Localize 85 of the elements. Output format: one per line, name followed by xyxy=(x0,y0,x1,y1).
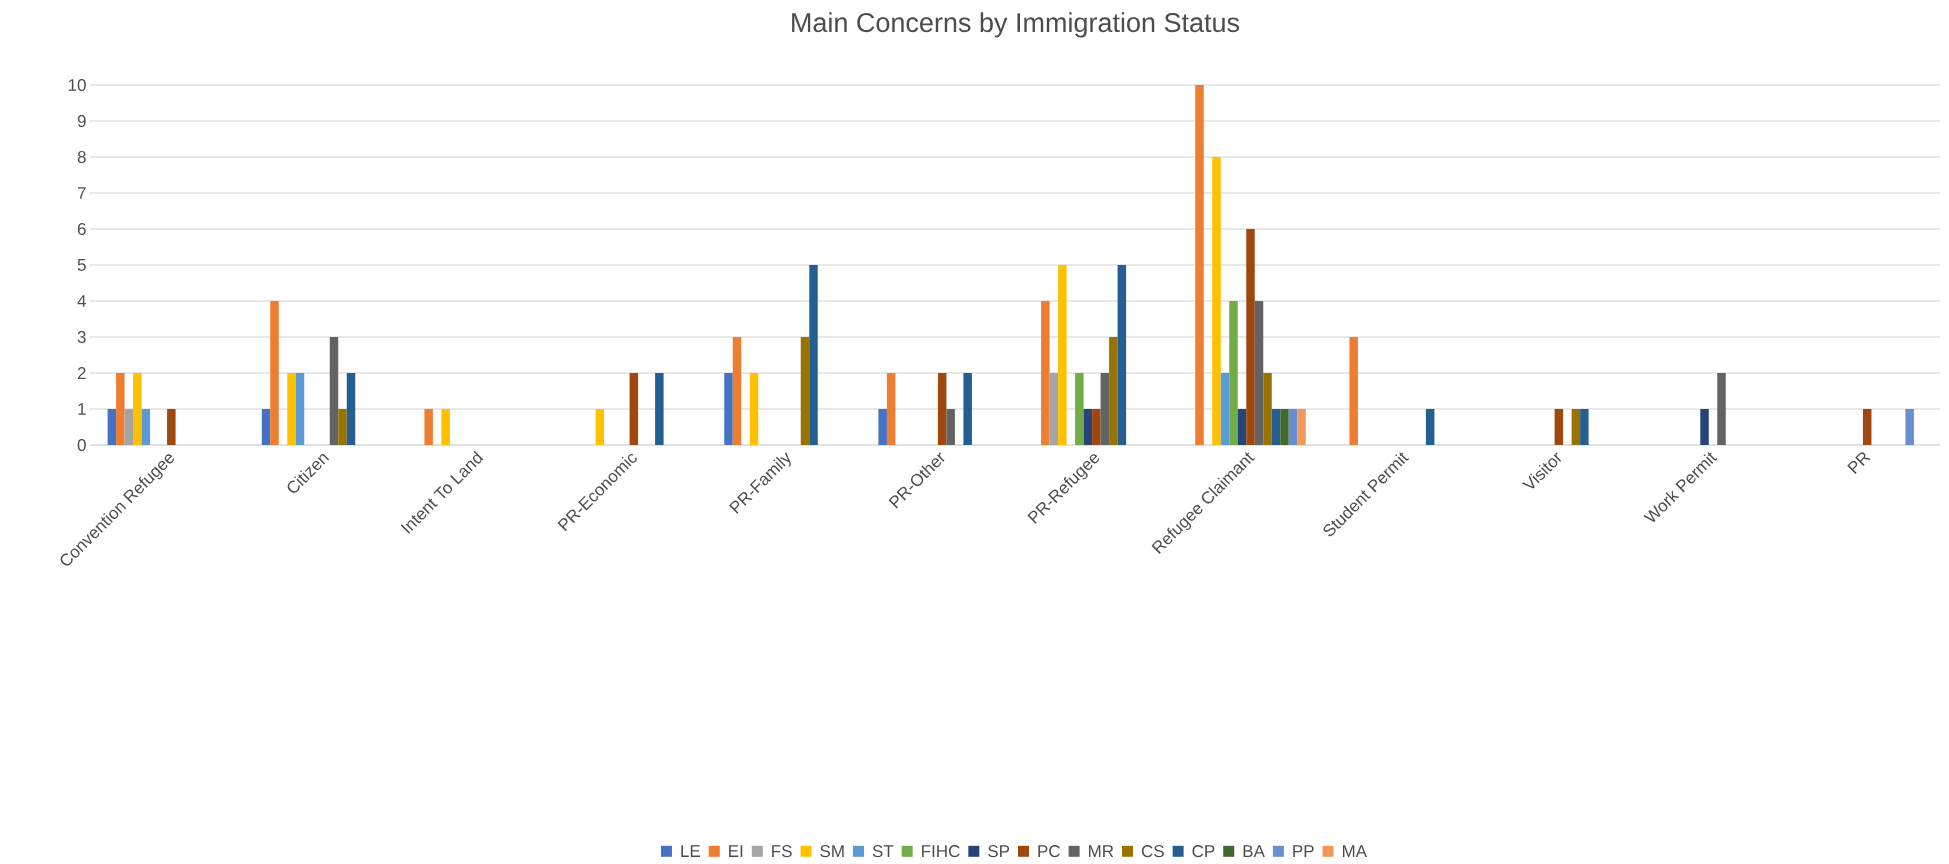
bar xyxy=(1195,85,1204,445)
bar xyxy=(724,373,733,445)
bar xyxy=(338,409,347,445)
bar xyxy=(1212,157,1221,445)
bar xyxy=(1862,409,1872,445)
legend-label: BA xyxy=(1243,845,1265,857)
bar xyxy=(1700,409,1709,445)
y-tick-label: 4 xyxy=(77,295,86,307)
y-tick-label: 8 xyxy=(77,150,86,164)
y-tick-label: 10 xyxy=(68,78,86,92)
bar xyxy=(424,409,433,445)
bar xyxy=(749,373,759,445)
bar xyxy=(963,373,972,445)
legend-label: SM xyxy=(820,845,844,858)
bar xyxy=(1117,265,1127,445)
legend-label: FIHC xyxy=(922,845,960,858)
legend-label: EI xyxy=(729,845,743,857)
bar xyxy=(1297,409,1306,445)
bar xyxy=(1100,373,1110,445)
bar xyxy=(1220,373,1230,445)
bar xyxy=(1263,373,1272,445)
bar xyxy=(1280,409,1289,445)
bar xyxy=(732,337,742,445)
y-tick-label: 3 xyxy=(77,330,86,344)
bar xyxy=(1905,409,1914,445)
y-tick-label: 6 xyxy=(77,222,86,236)
bar xyxy=(1271,409,1281,445)
legend-label: MR xyxy=(1088,845,1114,857)
bar xyxy=(295,373,305,445)
y-tick-label: 2 xyxy=(77,367,86,379)
bar xyxy=(1554,409,1564,445)
bar xyxy=(1254,301,1264,445)
legend-label: CP xyxy=(1192,845,1215,858)
bar xyxy=(287,373,296,445)
legend-label: LE xyxy=(681,845,701,857)
legend-label: PC xyxy=(1038,845,1060,858)
bar xyxy=(809,265,818,445)
bar xyxy=(116,373,125,445)
bar xyxy=(1229,301,1238,445)
bar xyxy=(346,373,356,445)
legend-label: ST xyxy=(872,845,894,858)
bar xyxy=(107,409,117,445)
legend-label: CS xyxy=(1141,845,1164,858)
bar xyxy=(1425,409,1435,445)
bar xyxy=(1083,409,1093,445)
bar xyxy=(1237,409,1247,445)
bar xyxy=(1058,265,1067,445)
y-tick-label: 7 xyxy=(77,187,86,199)
bar xyxy=(1571,409,1581,445)
bar xyxy=(1041,301,1050,445)
bar xyxy=(1246,229,1255,445)
bar xyxy=(1288,409,1298,445)
y-tick-label: 1 xyxy=(78,403,86,415)
bar xyxy=(629,373,639,445)
bar xyxy=(878,409,887,445)
bar xyxy=(1349,337,1358,445)
y-tick-label: 9 xyxy=(77,114,86,128)
bar xyxy=(1049,373,1059,445)
bar xyxy=(270,301,279,445)
bar xyxy=(595,409,605,445)
bar xyxy=(167,409,176,445)
bar xyxy=(800,337,810,445)
bar xyxy=(1092,409,1101,445)
bar xyxy=(946,409,955,445)
chart-title: Main Concerns by Immigration Status xyxy=(792,12,1240,38)
bar xyxy=(1075,373,1084,445)
y-tick-label: 0 xyxy=(77,438,86,452)
legend-label: MA xyxy=(1342,845,1368,857)
bar xyxy=(937,373,947,445)
bar xyxy=(886,373,896,445)
legend-label: PP xyxy=(1293,845,1314,857)
legend-label: SP xyxy=(988,845,1010,858)
bar xyxy=(1109,337,1118,445)
bar xyxy=(329,337,339,445)
x-tick-label: PR xyxy=(1847,452,1871,474)
bar xyxy=(141,409,151,445)
y-tick-label: 5 xyxy=(77,259,86,271)
bar xyxy=(133,373,142,445)
bar xyxy=(655,373,664,445)
bar xyxy=(124,409,134,445)
bar xyxy=(441,409,450,445)
bar xyxy=(1580,409,1589,445)
legend-label: FS xyxy=(772,845,792,858)
bar xyxy=(1717,373,1726,445)
bar xyxy=(261,409,271,445)
